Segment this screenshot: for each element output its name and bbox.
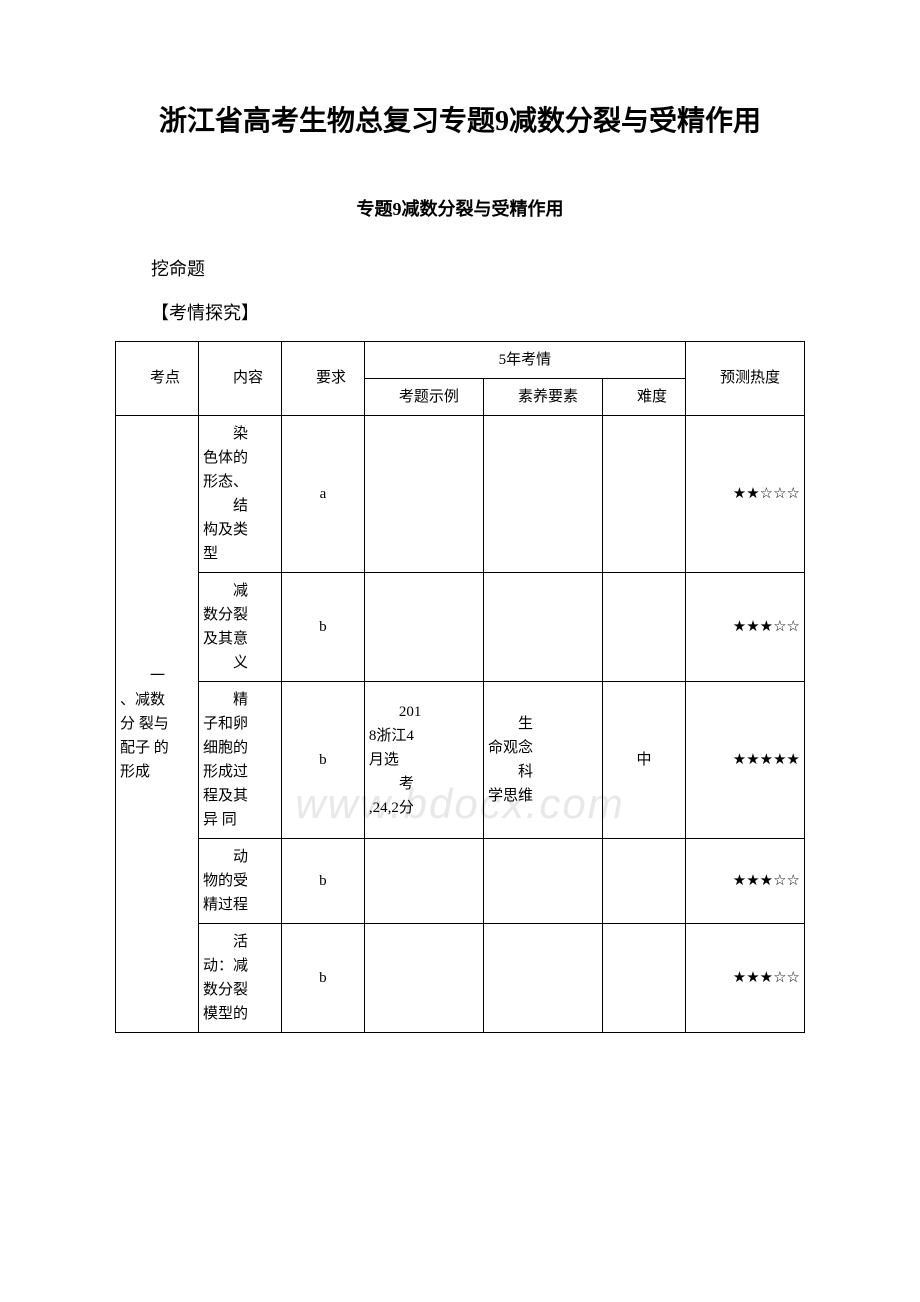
cell-heat: ★★★★★ [685,681,804,838]
cell-element [483,838,602,923]
cell-difficulty [602,572,685,681]
table-header-row-1: 考点 内容 要求 5年考情 预测热度 [116,341,805,378]
header-element: 素养要素 [483,378,602,415]
header-requirement: 要求 [281,341,364,415]
header-content: 内容 [198,341,281,415]
cell-content: 精子和卵细胞的形成过程及其异 同 [198,681,281,838]
cell-content: 动物的受精过程 [198,838,281,923]
header-topic: 考点 [116,341,199,415]
table-row: 活动：减数分裂模型的 b ★★★☆☆ [116,923,805,1032]
table-row: 一、减数分 裂与配子 的形成 染色体的形态、结构及类型 a ★★☆☆☆ [116,415,805,572]
table-row: 精子和卵细胞的形成过程及其异 同 b 2018浙江4月选考,24,2分 生命观念… [116,681,805,838]
cell-heat: ★★☆☆☆ [685,415,804,572]
header-example: 考题示例 [364,378,483,415]
cell-example: 2018浙江4月选考,24,2分 [364,681,483,838]
cell-content: 活动：减数分裂模型的 [198,923,281,1032]
cell-req: b [281,681,364,838]
cell-element [483,923,602,1032]
cell-difficulty: 中 [602,681,685,838]
table-row: 动物的受精过程 b ★★★☆☆ [116,838,805,923]
cell-difficulty [602,838,685,923]
cell-example [364,923,483,1032]
page-title: 浙江省高考生物总复习专题9减数分裂与受精作用 [115,100,805,145]
cell-req: b [281,923,364,1032]
cell-example [364,838,483,923]
cell-element [483,415,602,572]
cell-heat: ★★★☆☆ [685,838,804,923]
cell-element: 生命观念科学思维 [483,681,602,838]
cell-req: b [281,838,364,923]
cell-content: 染色体的形态、结构及类型 [198,415,281,572]
cell-element [483,572,602,681]
header-heat: 预测热度 [685,341,804,415]
exam-analysis-table: 考点 内容 要求 5年考情 预测热度 考题示例 素养要素 难度 一、减数分 裂与… [115,341,805,1033]
table-row: 减数分裂及其意义 b ★★★☆☆ [116,572,805,681]
cell-req: b [281,572,364,681]
cell-content: 减数分裂及其意义 [198,572,281,681]
cell-heat: ★★★☆☆ [685,572,804,681]
cell-topic-name: 一、减数分 裂与配子 的形成 [116,415,199,1032]
cell-example [364,415,483,572]
subtitle: 专题9减数分裂与受精作用 [115,195,805,221]
cell-difficulty [602,415,685,572]
cell-difficulty [602,923,685,1032]
header-difficulty: 难度 [602,378,685,415]
cell-example [364,572,483,681]
cell-req: a [281,415,364,572]
section-label: 挖命题 [115,251,805,287]
inquiry-label: 【考情探究】 [115,295,805,331]
header-5year-group: 5年考情 [364,341,685,378]
cell-heat: ★★★☆☆ [685,923,804,1032]
